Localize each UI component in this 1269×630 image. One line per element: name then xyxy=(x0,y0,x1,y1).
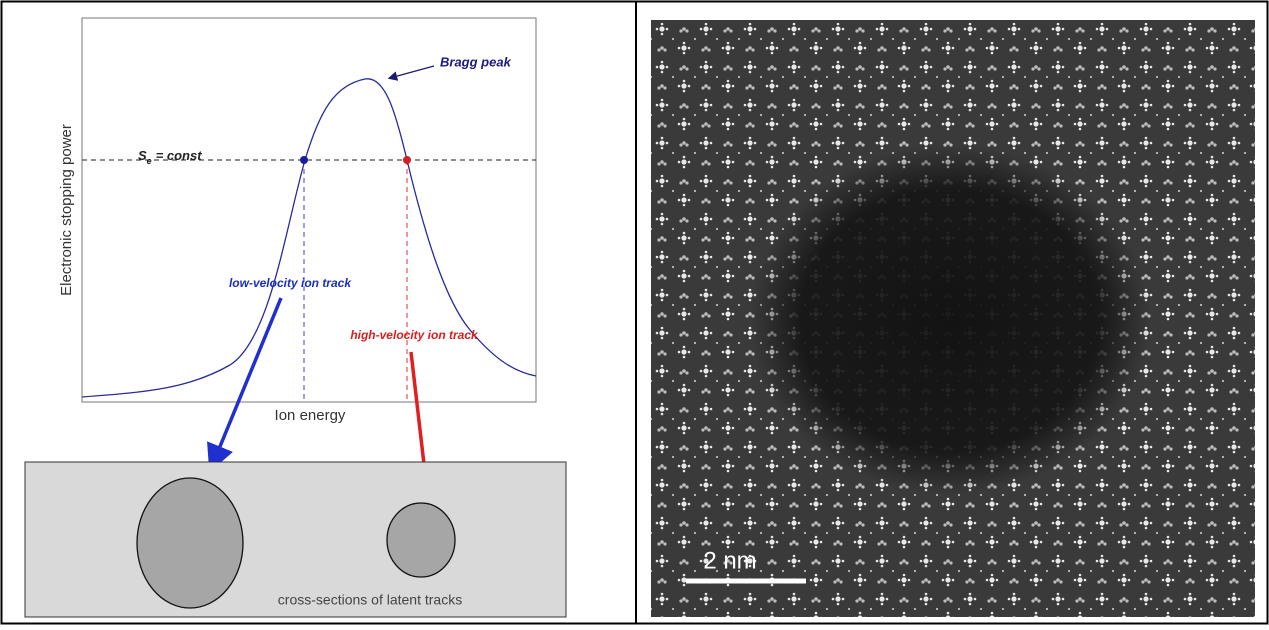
low-point xyxy=(300,156,308,164)
plot-frame xyxy=(82,18,536,402)
se-subscript: e xyxy=(147,156,152,166)
curve xyxy=(82,79,536,397)
cross-sections: cross-sections of latent tracks xyxy=(25,462,566,617)
high-velocity-label: high-velocity ion track xyxy=(350,328,479,342)
y-axis-label: Electronic stopping power xyxy=(58,124,75,296)
figure: Bragg peak Se = const Electronic stopping… xyxy=(0,0,1269,625)
large-track xyxy=(137,478,243,608)
amorphous-track xyxy=(750,145,1150,495)
se-equation: = const xyxy=(156,148,203,163)
peak-label: Bragg peak xyxy=(440,54,512,69)
peak-arrow xyxy=(390,66,434,78)
se-label: Se = const xyxy=(138,148,202,166)
high-point xyxy=(403,156,411,164)
caption: cross-sections of latent tracks xyxy=(278,592,462,608)
se-symbol: S xyxy=(138,148,147,163)
scale-bar-label: 2 nm xyxy=(703,547,756,574)
x-axis-label: Ion energy xyxy=(275,407,346,424)
low-velocity-label: low-velocity ion track xyxy=(229,276,352,290)
small-track xyxy=(387,503,455,577)
micrograph: 2 nm xyxy=(651,20,1255,617)
low-arrow xyxy=(212,298,281,466)
schematic-plot: Bragg peak Se = const Electronic stopping… xyxy=(58,18,536,490)
